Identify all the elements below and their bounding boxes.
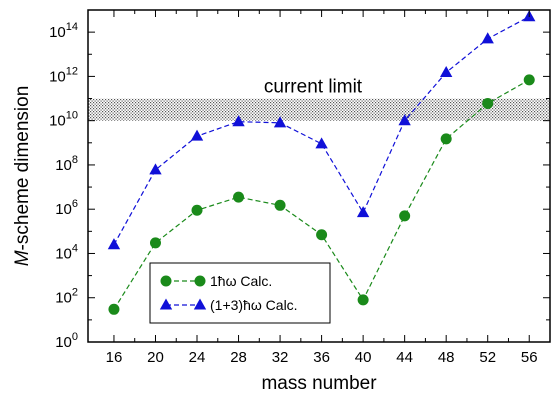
x-tick-label: 20	[147, 349, 164, 366]
series-1-point	[274, 199, 286, 211]
x-tick-label: 44	[396, 349, 413, 366]
legend-box	[149, 262, 331, 324]
series-1-point	[357, 294, 369, 306]
legend: 1ħω Calc. (1+3)ħω Calc.	[149, 262, 331, 324]
y-tick-label: 106	[55, 198, 78, 218]
y-tick-label: 1014	[49, 21, 78, 41]
series-2-point	[149, 163, 162, 175]
series-2-point	[107, 238, 121, 250]
series-1-point	[399, 210, 411, 222]
x-tick-label: 52	[479, 349, 496, 366]
x-tick-label: 28	[230, 349, 247, 366]
x-tick-label: 36	[313, 349, 330, 366]
series-2-point	[190, 129, 204, 141]
series-1-point	[233, 191, 245, 203]
legend-marker-1	[160, 275, 172, 287]
y-tick-label: 100	[55, 331, 78, 351]
ticks-layer: 16 20 24 28 32 36 40 44 48 52 56 100 102 104 106 108 101…	[49, 9, 550, 366]
legend-label-1: 1ħω Calc.	[210, 273, 272, 289]
series-2-point	[481, 32, 494, 44]
series-2-point	[398, 114, 411, 126]
series-2-point	[273, 116, 287, 128]
y-tick-label: 102	[55, 287, 78, 307]
series-2-point	[315, 137, 328, 149]
series-layer	[107, 10, 536, 315]
x-tick-label: 32	[272, 349, 289, 366]
series-1-point	[149, 237, 161, 249]
legend-marker-2	[193, 298, 207, 310]
current-limit-label: current limit	[264, 77, 363, 98]
series-1-point	[108, 303, 120, 315]
series-1-point	[482, 97, 494, 109]
series-line-2	[113, 16, 530, 245]
legend-marker-2	[159, 298, 173, 310]
x-tick-label: 16	[106, 349, 123, 366]
y-tick-label: 1012	[49, 65, 78, 85]
series-2-point	[232, 115, 245, 127]
y-axis-title: M-scheme dimension	[12, 86, 33, 267]
x-tick-label: 24	[189, 349, 206, 366]
y-tick-label: 104	[55, 242, 78, 262]
x-tick-label: 56	[521, 349, 538, 366]
series-1-point	[191, 204, 203, 216]
y-tick-label: 108	[55, 154, 78, 174]
y-axis-title-italic: M	[12, 250, 33, 266]
legend-label-2: (1+3)ħω Calc.	[210, 297, 298, 313]
y-axis-title-rest: -scheme dimension	[12, 86, 33, 251]
series-1-point	[523, 74, 535, 86]
x-tick-label: 40	[355, 349, 372, 366]
x-axis-title: mass number	[261, 373, 377, 394]
current-limit-band-layer	[88, 98, 550, 121]
x-tick-label: 48	[438, 349, 455, 366]
plot-frame	[87, 9, 551, 343]
series-2-point	[356, 206, 370, 218]
y-tick-label: 1010	[49, 110, 78, 130]
current-limit-band	[88, 98, 550, 121]
legend-marker-1	[194, 275, 206, 287]
series-1-point	[440, 133, 452, 145]
series-1-point	[316, 229, 328, 241]
series-2-point	[440, 66, 453, 78]
